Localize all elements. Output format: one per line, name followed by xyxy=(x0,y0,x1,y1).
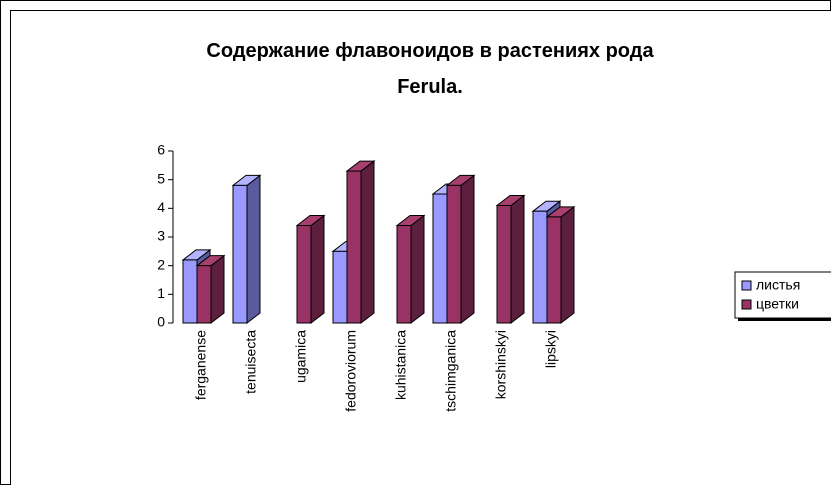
legend-box xyxy=(734,271,831,319)
bar xyxy=(545,205,576,325)
y-tick-label: 1 xyxy=(157,285,165,301)
x-tick-label: korshinskyi xyxy=(493,330,509,399)
legend-label: цветки xyxy=(756,296,799,312)
bar-front xyxy=(332,250,348,324)
chart-title: Содержание флавоноидов в растениях рода F… xyxy=(206,40,654,98)
bar xyxy=(495,194,526,325)
y-tick-label: 6 xyxy=(157,142,165,158)
bar-side xyxy=(510,194,525,325)
bar xyxy=(395,214,426,325)
x-tick-label: tenuisecta xyxy=(243,330,259,394)
bar-front xyxy=(182,259,198,324)
bar-side xyxy=(560,205,575,325)
x-tick-label: ferganense xyxy=(193,330,209,400)
y-tick-label: 3 xyxy=(157,228,165,244)
x-tick-label: fedoroviorum xyxy=(343,330,359,412)
bar-front xyxy=(532,210,548,324)
bar xyxy=(195,254,226,325)
bar xyxy=(295,214,326,325)
bar-side xyxy=(410,214,425,325)
bar-front xyxy=(496,204,512,324)
bar-front xyxy=(396,225,412,324)
legend-label: листья xyxy=(756,277,800,293)
legend-swatch xyxy=(741,299,752,310)
bar-side xyxy=(360,160,375,325)
bar-side xyxy=(210,254,225,325)
bar-side xyxy=(246,174,261,325)
bar-front xyxy=(196,265,212,324)
bar-front xyxy=(432,193,448,324)
bar-front xyxy=(546,216,562,324)
x-tick-label: tschimganica xyxy=(443,330,459,412)
bar-side xyxy=(460,174,475,325)
y-tick-label: 0 xyxy=(157,314,165,330)
legend-swatch xyxy=(741,280,752,291)
y-tick-label: 2 xyxy=(157,256,165,272)
bar-front xyxy=(232,184,248,324)
bar xyxy=(231,174,262,325)
bar-front xyxy=(446,184,462,324)
x-tick-label: kuhistanica xyxy=(393,330,409,400)
bar-front xyxy=(346,170,362,324)
bar xyxy=(345,160,376,325)
bar-side xyxy=(310,214,325,325)
bar xyxy=(445,174,476,325)
x-tick-label: lipskyi xyxy=(543,330,559,368)
y-tick-label: 5 xyxy=(157,170,165,186)
bar-front xyxy=(296,225,312,324)
x-tick-label: ugamica xyxy=(293,330,309,383)
y-tick-label: 4 xyxy=(157,199,165,215)
